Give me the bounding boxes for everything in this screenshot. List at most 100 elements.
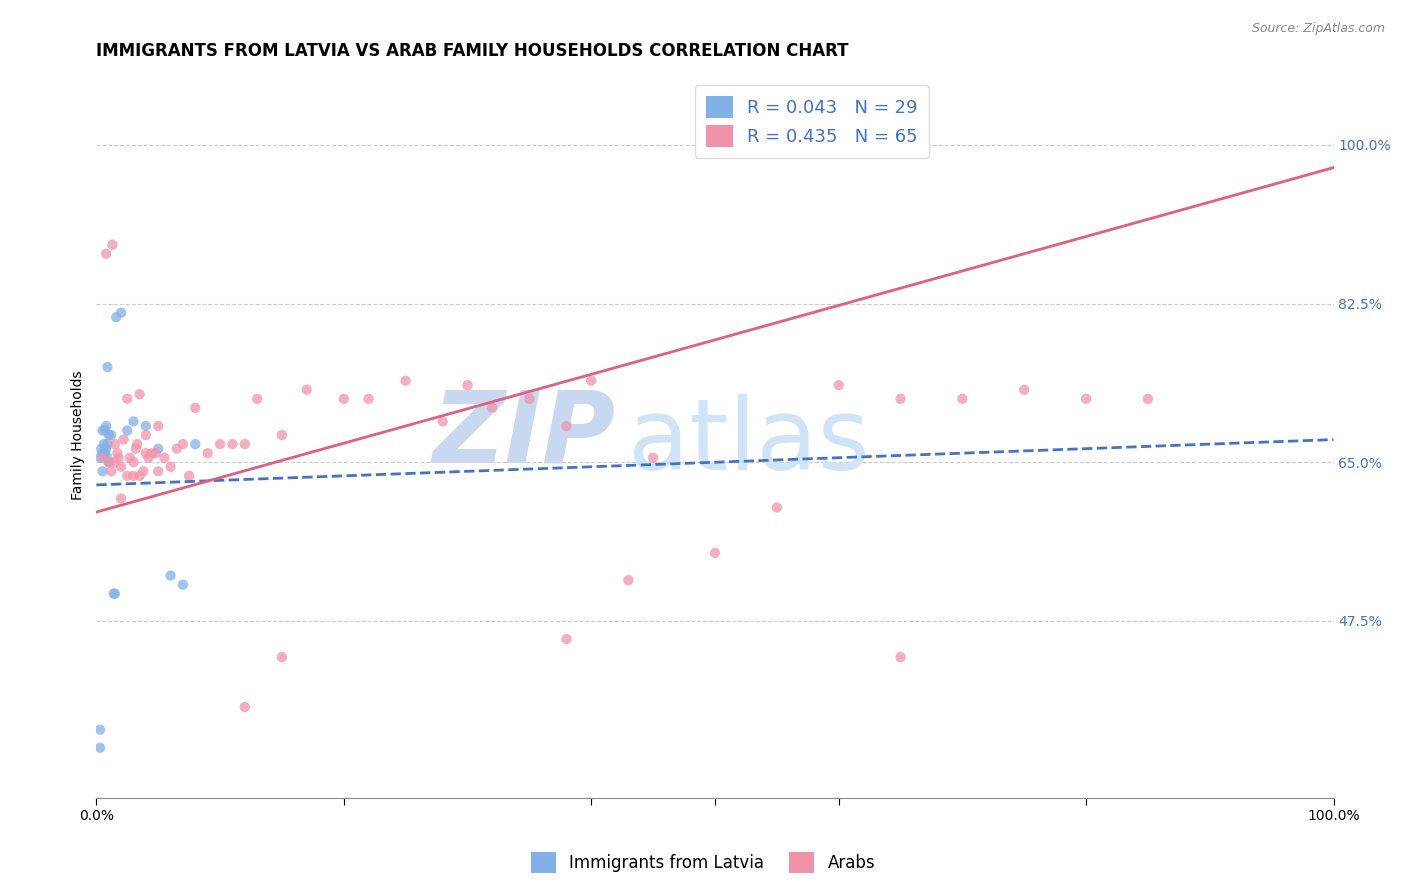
- Point: [97, 455, 120, 469]
- Point: [617, 573, 640, 587]
- Point: [457, 378, 479, 392]
- Point: [91, 464, 114, 478]
- Point: [96, 442, 118, 456]
- Text: ZIP: ZIP: [433, 386, 616, 483]
- Point: [295, 383, 318, 397]
- Point: [105, 446, 128, 460]
- Point: [101, 237, 124, 252]
- Point: [555, 419, 578, 434]
- Point: [135, 428, 157, 442]
- Point: [127, 437, 149, 451]
- Point: [122, 468, 145, 483]
- Point: [159, 459, 181, 474]
- Point: [159, 568, 181, 582]
- Point: [765, 500, 787, 515]
- Point: [703, 546, 725, 560]
- Point: [271, 428, 294, 442]
- Point: [96, 246, 118, 260]
- Point: [148, 464, 170, 478]
- Point: [1074, 392, 1097, 406]
- Point: [104, 437, 127, 451]
- Point: [96, 360, 118, 375]
- Point: [118, 450, 141, 465]
- Point: [209, 437, 232, 451]
- Text: atlas: atlas: [628, 393, 870, 491]
- Point: [96, 419, 118, 434]
- Point: [145, 446, 167, 460]
- Point: [96, 437, 118, 451]
- Point: [89, 450, 111, 465]
- Point: [555, 632, 578, 646]
- Point: [117, 424, 139, 438]
- Point: [122, 414, 145, 428]
- Point: [357, 392, 380, 406]
- Point: [148, 442, 170, 456]
- Point: [184, 401, 207, 415]
- Point: [94, 424, 117, 438]
- Point: [89, 740, 111, 755]
- Point: [136, 450, 159, 465]
- Point: [97, 428, 120, 442]
- Point: [950, 392, 973, 406]
- Point: [93, 437, 115, 451]
- Point: [166, 442, 188, 456]
- Point: [89, 723, 111, 737]
- Point: [271, 650, 294, 665]
- Point: [889, 392, 911, 406]
- Point: [104, 455, 127, 469]
- Point: [104, 587, 127, 601]
- Point: [889, 650, 911, 665]
- Point: [96, 450, 118, 465]
- Point: [107, 450, 129, 465]
- Point: [153, 450, 176, 465]
- Point: [110, 459, 132, 474]
- Point: [135, 446, 157, 460]
- Point: [246, 392, 269, 406]
- Point: [103, 587, 125, 601]
- Point: [333, 392, 356, 406]
- Point: [94, 446, 117, 460]
- Point: [1136, 392, 1159, 406]
- Text: Source: ZipAtlas.com: Source: ZipAtlas.com: [1251, 22, 1385, 36]
- Point: [128, 468, 150, 483]
- Point: [233, 700, 256, 714]
- Point: [90, 442, 112, 456]
- Point: [141, 446, 163, 460]
- Point: [221, 437, 243, 451]
- Point: [132, 464, 155, 478]
- Point: [172, 437, 194, 451]
- Point: [125, 442, 148, 456]
- Point: [110, 491, 132, 506]
- Point: [128, 387, 150, 401]
- Y-axis label: Family Households: Family Households: [72, 370, 86, 500]
- Point: [110, 306, 132, 320]
- Point: [517, 392, 540, 406]
- Point: [579, 374, 602, 388]
- Point: [112, 433, 135, 447]
- Point: [641, 450, 664, 465]
- Point: [172, 577, 194, 591]
- Text: IMMIGRANTS FROM LATVIA VS ARAB FAMILY HOUSEHOLDS CORRELATION CHART: IMMIGRANTS FROM LATVIA VS ARAB FAMILY HO…: [97, 42, 849, 60]
- Point: [105, 310, 128, 325]
- Point: [197, 446, 219, 460]
- Point: [122, 455, 145, 469]
- Point: [148, 419, 170, 434]
- Point: [91, 446, 114, 460]
- Point: [179, 468, 201, 483]
- Point: [1012, 383, 1035, 397]
- Point: [117, 392, 139, 406]
- Point: [100, 464, 122, 478]
- Point: [184, 437, 207, 451]
- Point: [432, 414, 454, 428]
- Point: [395, 374, 418, 388]
- Point: [233, 437, 256, 451]
- Point: [827, 378, 849, 392]
- Legend: R = 0.043   N = 29, R = 0.435   N = 65: R = 0.043 N = 29, R = 0.435 N = 65: [695, 85, 928, 158]
- Point: [135, 419, 157, 434]
- Point: [100, 428, 122, 442]
- Point: [481, 401, 503, 415]
- Point: [117, 468, 139, 483]
- Point: [97, 455, 120, 469]
- Point: [91, 424, 114, 438]
- Legend: Immigrants from Latvia, Arabs: Immigrants from Latvia, Arabs: [524, 846, 882, 880]
